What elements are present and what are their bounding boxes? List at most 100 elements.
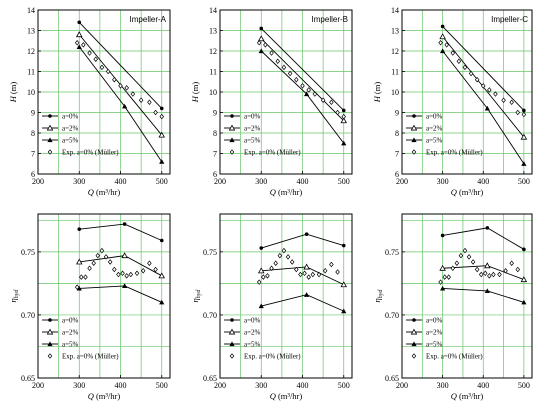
y-tick-label: 11 bbox=[209, 68, 217, 77]
data-point bbox=[522, 247, 526, 252]
y-axis-subscript: hyd bbox=[14, 289, 20, 299]
y-tick-label: 0.65 bbox=[385, 374, 399, 383]
data-point bbox=[341, 108, 346, 113]
series-line bbox=[78, 21, 163, 109]
data-point bbox=[74, 284, 80, 290]
data-point bbox=[491, 271, 496, 278]
x-axis-symbol: Q bbox=[451, 187, 457, 197]
data-point bbox=[269, 265, 274, 271]
data-point bbox=[121, 252, 128, 259]
data-point bbox=[522, 108, 526, 113]
y-axis-label: H(m) bbox=[8, 82, 18, 104]
y-tick-label: 9 bbox=[213, 109, 217, 118]
y-tick-label: 7 bbox=[213, 150, 217, 159]
y-axis-subscript: hyd bbox=[378, 289, 384, 299]
legend-marker bbox=[410, 328, 418, 335]
y-axis-symbol: η bbox=[8, 298, 18, 302]
data-point bbox=[153, 266, 158, 273]
series-1 bbox=[440, 24, 526, 113]
data-point bbox=[304, 91, 310, 97]
legend-label: a=2% bbox=[426, 329, 443, 337]
legend-label: Exp. a=0% (Müller) bbox=[426, 149, 483, 157]
legend-marker bbox=[48, 318, 52, 322]
data-point bbox=[256, 40, 262, 46]
data-point bbox=[79, 274, 84, 280]
data-point bbox=[128, 271, 134, 278]
chart-title: Impeller-A bbox=[130, 15, 167, 24]
data-point bbox=[258, 48, 264, 54]
data-point bbox=[263, 42, 268, 48]
data-point bbox=[99, 64, 105, 71]
data-point bbox=[138, 97, 144, 103]
legend-marker bbox=[230, 318, 234, 322]
y-tick-label: 10 bbox=[209, 88, 217, 97]
x-tick-label: 200 bbox=[214, 177, 226, 186]
y-axis-symbol: H bbox=[8, 95, 18, 103]
series-2 bbox=[257, 263, 348, 288]
legend-marker bbox=[411, 149, 417, 155]
x-tick-label: 200 bbox=[214, 381, 226, 390]
data-point bbox=[99, 247, 105, 254]
data-point bbox=[281, 64, 287, 71]
series-2 bbox=[257, 35, 348, 124]
data-point bbox=[466, 254, 472, 260]
data-point bbox=[446, 274, 451, 280]
legend-label: a=5% bbox=[426, 341, 443, 349]
data-point bbox=[484, 105, 490, 111]
legend-label: a=5% bbox=[62, 341, 79, 349]
data-point bbox=[521, 111, 527, 118]
data-point bbox=[76, 44, 82, 49]
legend-label: Exp. a=0% (Müller) bbox=[62, 149, 119, 157]
data-point bbox=[444, 42, 449, 48]
data-point bbox=[341, 140, 347, 146]
x-axis-symbol: Q bbox=[270, 187, 276, 197]
legend-marker bbox=[228, 328, 236, 335]
legend-label: a=0% bbox=[62, 113, 79, 121]
data-point bbox=[470, 259, 476, 265]
x-tick-label: 200 bbox=[396, 177, 408, 186]
data-point bbox=[487, 87, 492, 93]
data-point bbox=[87, 265, 92, 271]
legend-marker bbox=[411, 353, 417, 359]
data-point bbox=[335, 109, 340, 116]
series-4 bbox=[438, 40, 527, 118]
legend: a=0% a=2% a=5% Exp. a=0% (Müller) bbox=[224, 317, 301, 361]
legend-marker bbox=[47, 149, 53, 155]
y-axis-label: ηhyd bbox=[8, 289, 20, 303]
chart-title: Impeller-C bbox=[491, 15, 528, 24]
y-tick-label: 8 bbox=[213, 129, 217, 138]
legend-label: a=5% bbox=[244, 137, 261, 145]
data-point bbox=[320, 97, 326, 103]
y-axis-subscript: hyd bbox=[196, 289, 202, 299]
y-tick-label: 0.70 bbox=[203, 311, 217, 320]
y-tick-label: 0.70 bbox=[385, 311, 399, 320]
x-tick-label: 500 bbox=[338, 177, 350, 186]
series-3 bbox=[440, 48, 527, 166]
data-point bbox=[159, 106, 164, 111]
data-point bbox=[520, 276, 528, 283]
data-point bbox=[277, 252, 283, 259]
data-point bbox=[289, 259, 295, 265]
legend-label: a=2% bbox=[244, 125, 261, 133]
data-point bbox=[103, 254, 109, 260]
legend-marker bbox=[228, 124, 236, 131]
data-point bbox=[335, 269, 340, 275]
y-axis-unit: (m) bbox=[8, 82, 18, 94]
x-axis-symbol: Q bbox=[270, 391, 276, 401]
x-tick-label: 300 bbox=[73, 177, 85, 186]
data-point bbox=[124, 85, 129, 91]
series-3 bbox=[76, 283, 165, 305]
data-point bbox=[303, 263, 310, 270]
legend-marker bbox=[229, 353, 235, 359]
data-point bbox=[520, 133, 528, 140]
y-tick-label: 9 bbox=[31, 109, 35, 118]
y-tick-label: 14 bbox=[209, 6, 217, 15]
x-axis-unit: (m³/hr) bbox=[278, 391, 302, 401]
y-tick-label: 12 bbox=[391, 47, 399, 56]
x-axis-label: Q (m³/hr) bbox=[88, 187, 121, 197]
series-1 bbox=[77, 20, 164, 111]
legend-marker bbox=[410, 124, 418, 131]
y-tick-label: 10 bbox=[27, 88, 35, 97]
data-point bbox=[105, 68, 111, 75]
data-point bbox=[521, 161, 527, 166]
